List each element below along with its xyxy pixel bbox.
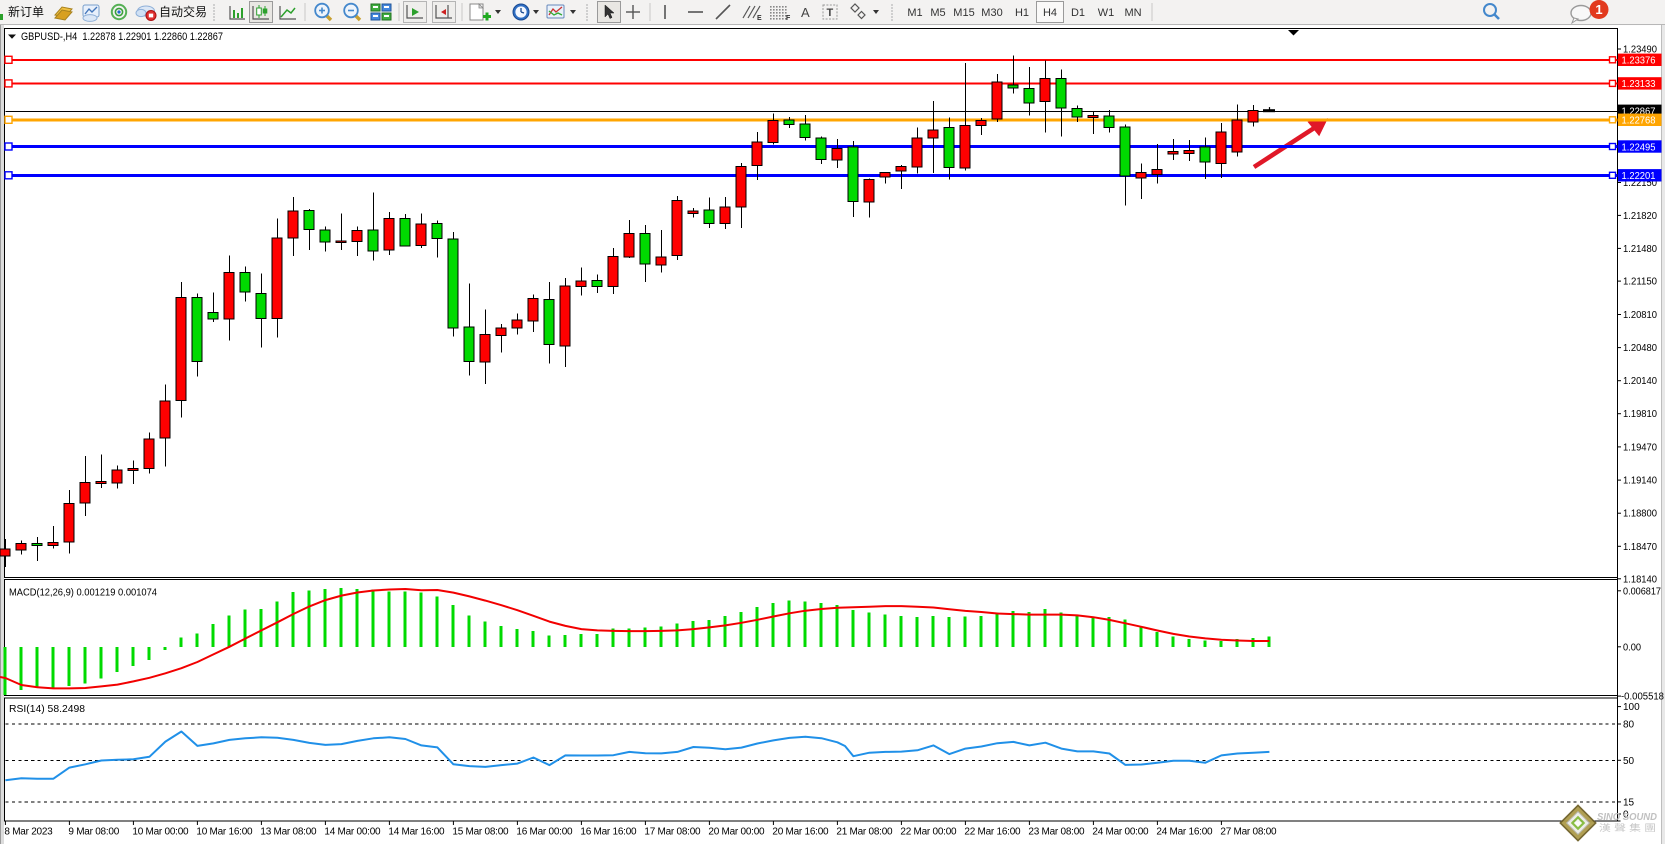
svg-text:0: 0 [1623, 810, 1629, 821]
svg-text:M15: M15 [953, 7, 974, 19]
svg-text:1.21820: 1.21820 [1623, 211, 1657, 222]
svg-text:1.23376: 1.23376 [1622, 56, 1656, 67]
svg-text:M1: M1 [907, 7, 922, 19]
svg-text:M30: M30 [981, 7, 1002, 19]
svg-text:9 Mar 08:00: 9 Mar 08:00 [68, 827, 119, 838]
svg-text:1.20140: 1.20140 [1623, 376, 1657, 387]
svg-text:20 Mar 16:00: 20 Mar 16:00 [772, 827, 829, 838]
svg-text:1.22495: 1.22495 [1622, 142, 1656, 153]
svg-text:漢 聲 集 團: 漢 聲 集 團 [1599, 822, 1656, 833]
svg-text:M5: M5 [930, 7, 945, 19]
svg-text:1.23133: 1.23133 [1622, 79, 1656, 90]
svg-text:1.21150: 1.21150 [1623, 277, 1657, 288]
svg-text:1.19810: 1.19810 [1623, 409, 1657, 420]
svg-text:1.22867: 1.22867 [1622, 107, 1656, 118]
svg-text:24 Mar 16:00: 24 Mar 16:00 [1156, 827, 1213, 838]
svg-text:24 Mar 00:00: 24 Mar 00:00 [1092, 827, 1149, 838]
svg-text:-0.005518: -0.005518 [1621, 692, 1664, 703]
svg-text:E: E [757, 15, 762, 22]
svg-text:22 Mar 16:00: 22 Mar 16:00 [964, 827, 1021, 838]
svg-text:GBPUSD-,H4 1.22878 1.22901 1.: GBPUSD-,H4 1.22878 1.22901 1.22860 1.228… [21, 31, 223, 43]
svg-text:MN: MN [1124, 7, 1141, 19]
svg-text:SINO SOUND: SINO SOUND [1597, 811, 1657, 823]
svg-text:MACD(12,26,9) 0.001219 0.00107: MACD(12,26,9) 0.001219 0.001074 [9, 587, 157, 599]
svg-text:22 Mar 00:00: 22 Mar 00:00 [900, 827, 957, 838]
svg-text:8 Mar 2023: 8 Mar 2023 [4, 827, 53, 838]
svg-text:1.20810: 1.20810 [1623, 310, 1657, 321]
svg-text:1.18800: 1.18800 [1623, 509, 1657, 520]
svg-text:自动交易: 自动交易 [159, 4, 207, 19]
svg-text:1.21480: 1.21480 [1623, 244, 1657, 255]
svg-text:0.00: 0.00 [1623, 642, 1641, 653]
svg-text:17 Mar 08:00: 17 Mar 08:00 [644, 827, 701, 838]
svg-text:1.22201: 1.22201 [1622, 171, 1656, 182]
svg-text:1.19470: 1.19470 [1623, 442, 1657, 453]
svg-text:RSI(14) 58.2498: RSI(14) 58.2498 [9, 703, 85, 715]
svg-text:1.19140: 1.19140 [1623, 476, 1657, 487]
svg-text:15: 15 [1623, 797, 1635, 808]
svg-text:14 Mar 16:00: 14 Mar 16:00 [388, 827, 445, 838]
svg-text:27 Mar 08:00: 27 Mar 08:00 [1220, 827, 1277, 838]
svg-text:15 Mar 08:00: 15 Mar 08:00 [452, 827, 509, 838]
svg-text:1.20480: 1.20480 [1623, 343, 1657, 354]
svg-text:W1: W1 [1098, 7, 1115, 19]
svg-text:80: 80 [1623, 720, 1635, 731]
svg-text:23 Mar 08:00: 23 Mar 08:00 [1028, 827, 1085, 838]
svg-text:21 Mar 08:00: 21 Mar 08:00 [836, 827, 893, 838]
svg-text:F: F [786, 15, 791, 22]
svg-text:1.22150: 1.22150 [1623, 178, 1657, 189]
svg-text:0.006817: 0.006817 [1623, 586, 1661, 597]
svg-text:1.18470: 1.18470 [1623, 542, 1657, 553]
svg-text:H4: H4 [1043, 7, 1057, 19]
svg-text:50: 50 [1623, 756, 1635, 767]
svg-text:13 Mar 08:00: 13 Mar 08:00 [260, 827, 317, 838]
svg-text:16 Mar 16:00: 16 Mar 16:00 [580, 827, 637, 838]
svg-text:20 Mar 00:00: 20 Mar 00:00 [708, 827, 765, 838]
svg-text:T: T [827, 7, 834, 19]
svg-text:10 Mar 00:00: 10 Mar 00:00 [132, 827, 189, 838]
svg-text:A: A [801, 5, 810, 20]
svg-text:14 Mar 00:00: 14 Mar 00:00 [324, 827, 381, 838]
svg-text:新订单: 新订单 [8, 4, 44, 19]
svg-text:16 Mar 00:00: 16 Mar 00:00 [516, 827, 573, 838]
svg-text:D1: D1 [1071, 7, 1085, 19]
svg-text:10 Mar 16:00: 10 Mar 16:00 [196, 827, 253, 838]
svg-text:1.22768: 1.22768 [1622, 116, 1656, 127]
svg-text:1: 1 [1595, 2, 1602, 17]
svg-text:1.18140: 1.18140 [1623, 574, 1657, 585]
svg-text:100: 100 [1623, 702, 1640, 713]
svg-text:1.23490: 1.23490 [1623, 45, 1657, 56]
svg-text:H1: H1 [1015, 7, 1029, 19]
